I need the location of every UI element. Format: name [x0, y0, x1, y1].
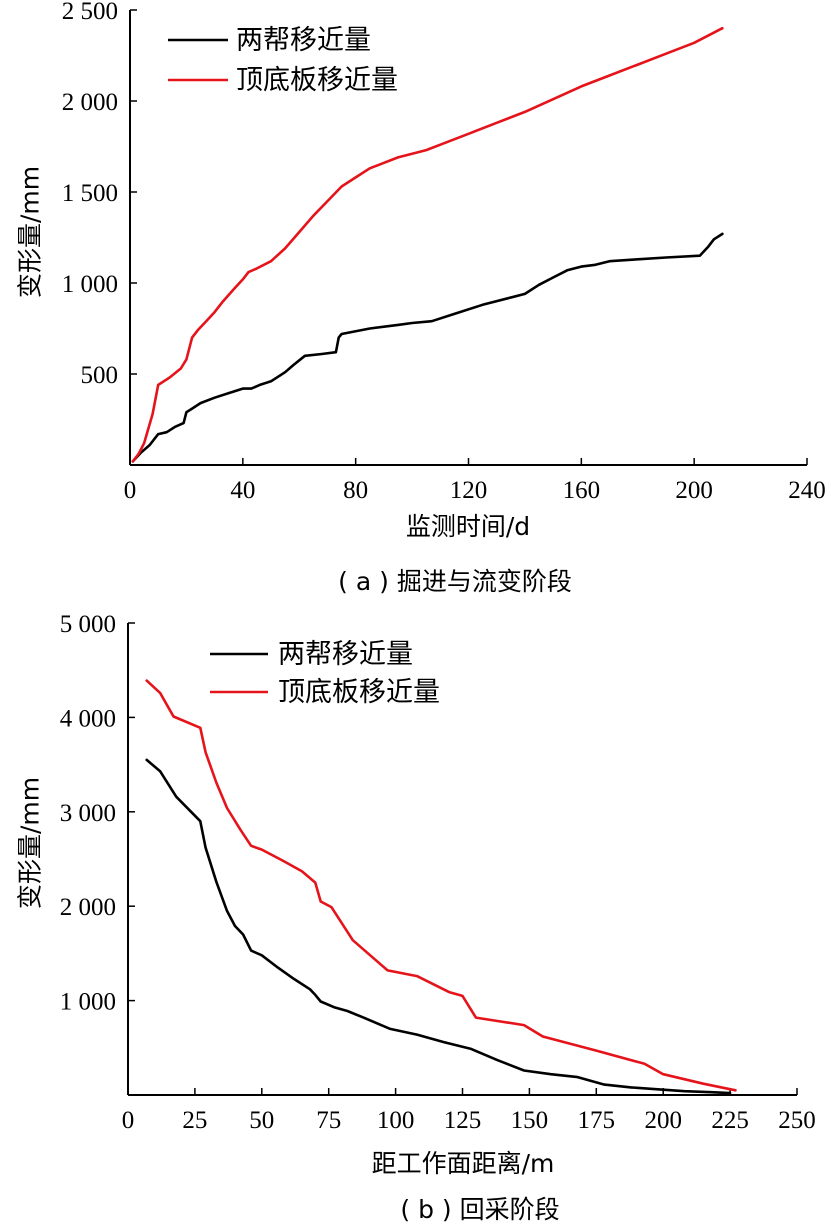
- legend-label: 两帮移近量: [278, 639, 413, 670]
- panel-caption: ( a ) 掘进与流变阶段: [338, 567, 572, 596]
- chart-panel-b: 0 25 50 75 100 125 150 175 200 225 250 1 000 2 000 3 …: [16, 611, 816, 1224]
- x-tick-label: 175: [578, 1107, 616, 1134]
- y-tick-label: 2 000: [60, 894, 116, 921]
- y-axis-title: 变形量/mm: [16, 166, 45, 298]
- x-tick-label: 240: [788, 477, 826, 504]
- y-tick-label: 2 500: [62, 0, 118, 25]
- y-tick-label: 1 000: [60, 989, 116, 1016]
- y-tick-label: 1 000: [62, 271, 118, 298]
- x-tick-label: 40: [230, 477, 255, 504]
- y-tick-label: 5 000: [60, 611, 116, 638]
- x-tick-label: 160: [563, 477, 601, 504]
- x-tick-label: 125: [444, 1107, 482, 1134]
- x-tick-label: 200: [644, 1107, 682, 1134]
- series-line-roof-floor: [145, 679, 737, 1092]
- x-tick-label: 0: [122, 1107, 135, 1134]
- x-tick-label: 120: [450, 477, 488, 504]
- x-tick-label: 75: [316, 1107, 341, 1134]
- y-tick-label: 1 500: [62, 180, 118, 207]
- y-tick-label: 500: [81, 362, 119, 389]
- y-tick-label: 2 000: [62, 89, 118, 116]
- series-line-two-sides: [145, 758, 732, 1095]
- series-line-roof-floor: [131, 26, 724, 463]
- y-tick-label: 4 000: [60, 705, 116, 732]
- y-axis-title: 变形量/mm: [16, 777, 45, 909]
- panel-caption: ( b ) 回采阶段: [400, 1195, 559, 1224]
- x-tick-label: 0: [124, 477, 137, 504]
- legend-label: 两帮移近量: [236, 25, 371, 56]
- legend-label: 顶底板移近量: [278, 677, 440, 708]
- x-axis-title: 监测时间/d: [406, 512, 530, 541]
- x-tick-label: 150: [511, 1107, 549, 1134]
- x-tick-label: 200: [675, 477, 713, 504]
- x-tick-label: 225: [711, 1107, 749, 1134]
- x-tick-label: 100: [377, 1107, 415, 1134]
- x-tick-label: 250: [778, 1107, 816, 1134]
- x-tick-label: 50: [249, 1107, 274, 1134]
- series-line-two-sides: [131, 232, 724, 463]
- x-tick-label: 25: [182, 1107, 207, 1134]
- x-axis-title: 距工作面距离/m: [372, 1149, 555, 1178]
- x-tick-label: 80: [343, 477, 368, 504]
- y-tick-label: 3 000: [60, 800, 116, 827]
- legend-label: 顶底板移近量: [236, 65, 398, 96]
- chart-panel-a: 0 40 80 120 160 200 240 500 1 000 1 500 2 000 2 500…: [16, 0, 826, 596]
